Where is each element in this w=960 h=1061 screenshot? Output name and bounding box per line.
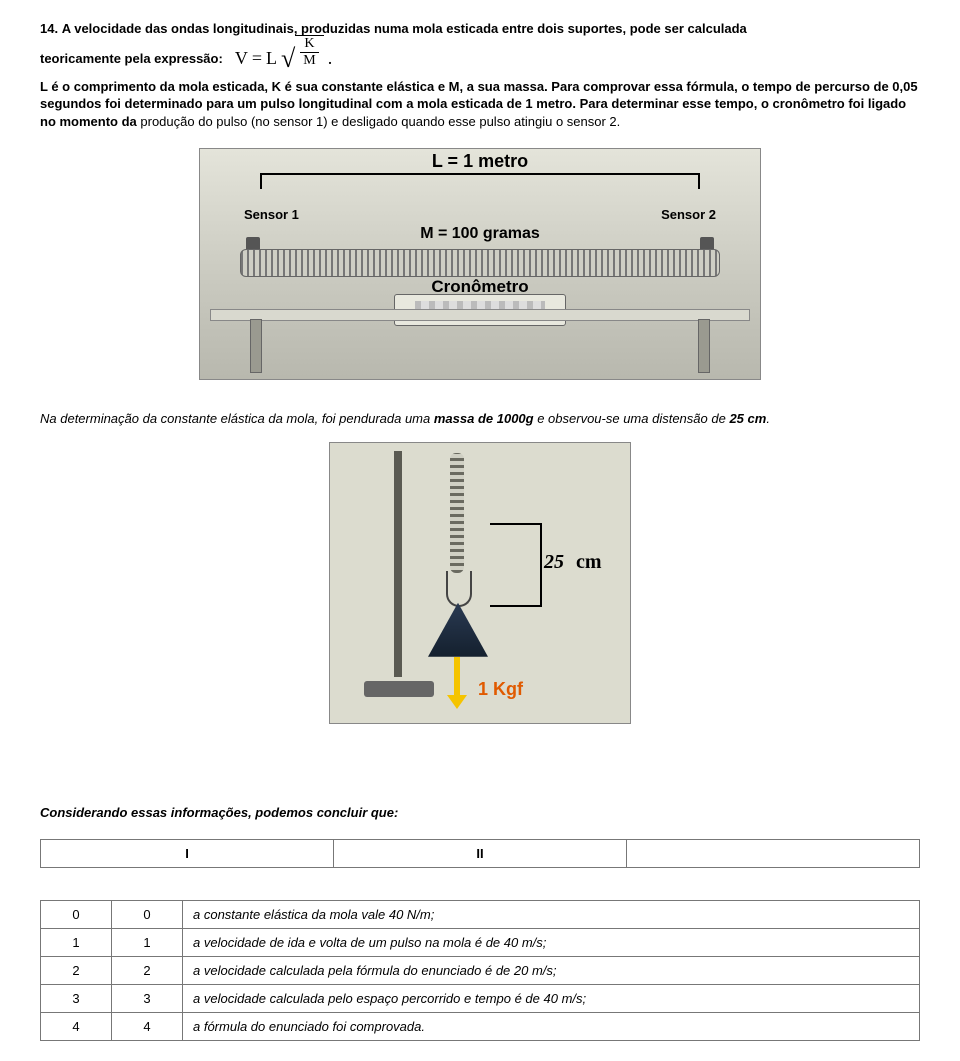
length-label: L = 1 metro (432, 151, 528, 172)
cell-I: 3 (41, 985, 112, 1013)
length-bracket (260, 173, 700, 189)
col-header-2: II (334, 840, 627, 868)
cell-II: 1 (112, 929, 183, 957)
mid-p1d: 25 cm (729, 411, 766, 426)
dimension-bracket-icon (490, 523, 542, 607)
table-row: 4 4 a fórmula do enunciado foi comprovad… (41, 1013, 920, 1041)
weight-icon (428, 603, 488, 657)
table-row: 3 3 a velocidade calculada pelo espaço p… (41, 985, 920, 1013)
mid-paragraph: Na determinação da constante elástica da… (40, 410, 920, 428)
question-intro-text: A velocidade das ondas longitudinais, pr… (62, 21, 747, 36)
cell-II: 4 (112, 1013, 183, 1041)
cell-II: 3 (112, 985, 183, 1013)
figure-spring-setup: L = 1 metro Sensor 1 Sensor 2 M = 100 gr… (199, 148, 761, 380)
figure-spring-constant: 25 cm 1 Kgf (329, 442, 631, 724)
col-header-1: I (41, 840, 334, 868)
velocity-formula: V = L √ K M . (229, 46, 338, 72)
mid-p1b: massa de 1000g (434, 411, 534, 426)
question-intro: 14. A velocidade das ondas longitudinais… (40, 20, 920, 38)
formula-v: V (235, 48, 248, 69)
sqrt-icon: √ K M (281, 46, 324, 72)
dimension-unit: cm (576, 551, 602, 574)
mass-label: M = 100 gramas (420, 225, 540, 243)
formula-K: K (300, 36, 318, 53)
hook-icon (446, 571, 472, 607)
formula-M: M (299, 53, 319, 69)
cell-text: a constante elástica da mola vale 40 N/m… (183, 901, 920, 929)
table-row: 0 0 a constante elástica da mola vale 40… (41, 901, 920, 929)
cell-text: a velocidade de ida e volta de um pulso … (183, 929, 920, 957)
force-label: 1 Kgf (478, 679, 523, 700)
answers-table-body: 0 0 a constante elástica da mola vale 40… (40, 900, 920, 1041)
table-leg-icon (250, 319, 262, 373)
force-arrow-icon (454, 657, 460, 697)
formula-eq: = (252, 48, 262, 69)
mid-p1a: Na determinação da constante elástica da… (40, 411, 434, 426)
table-leg-icon (698, 319, 710, 373)
table-header-row: I II (41, 840, 920, 868)
cell-text: a velocidade calculada pelo espaço perco… (183, 985, 920, 1013)
question-body: L é o comprimento da mola esticada, K é … (40, 78, 920, 131)
answers-table: I II (40, 839, 920, 868)
dimension-value: 25 (544, 551, 564, 574)
question-number: 14. (40, 21, 58, 36)
conclude-text: Considerando essas informações, podemos … (40, 804, 920, 822)
col-header-empty (627, 840, 920, 868)
formula-dot: . (328, 48, 333, 69)
stand-icon (394, 451, 402, 677)
cell-II: 0 (112, 901, 183, 929)
cell-I: 1 (41, 929, 112, 957)
question-body-3: produção do pulso (no sensor 1) e deslig… (137, 114, 621, 129)
stand-base-icon (364, 681, 434, 697)
table-row: 1 1 a velocidade de ida e volta de um pu… (41, 929, 920, 957)
cell-text: a fórmula do enunciado foi comprovada. (183, 1013, 920, 1041)
spring-icon (240, 249, 720, 277)
hanging-spring-icon (450, 453, 464, 573)
cell-I: 2 (41, 957, 112, 985)
formula-L: L (266, 48, 277, 69)
table-row: 2 2 a velocidade calculada pela fórmula … (41, 957, 920, 985)
pre-formula: teoricamente pela expressão: (40, 51, 223, 66)
cell-I: 4 (41, 1013, 112, 1041)
mid-p1c: e observou-se uma distensão de (534, 411, 730, 426)
cell-text: a velocidade calculada pela fórmula do e… (183, 957, 920, 985)
mid-p1e: . (766, 411, 770, 426)
cell-I: 0 (41, 901, 112, 929)
sensor1-label: Sensor 1 (244, 207, 299, 222)
formula-line: teoricamente pela expressão: V = L √ K M… (40, 46, 920, 72)
cell-II: 2 (112, 957, 183, 985)
sensor2-label: Sensor 2 (661, 207, 716, 222)
